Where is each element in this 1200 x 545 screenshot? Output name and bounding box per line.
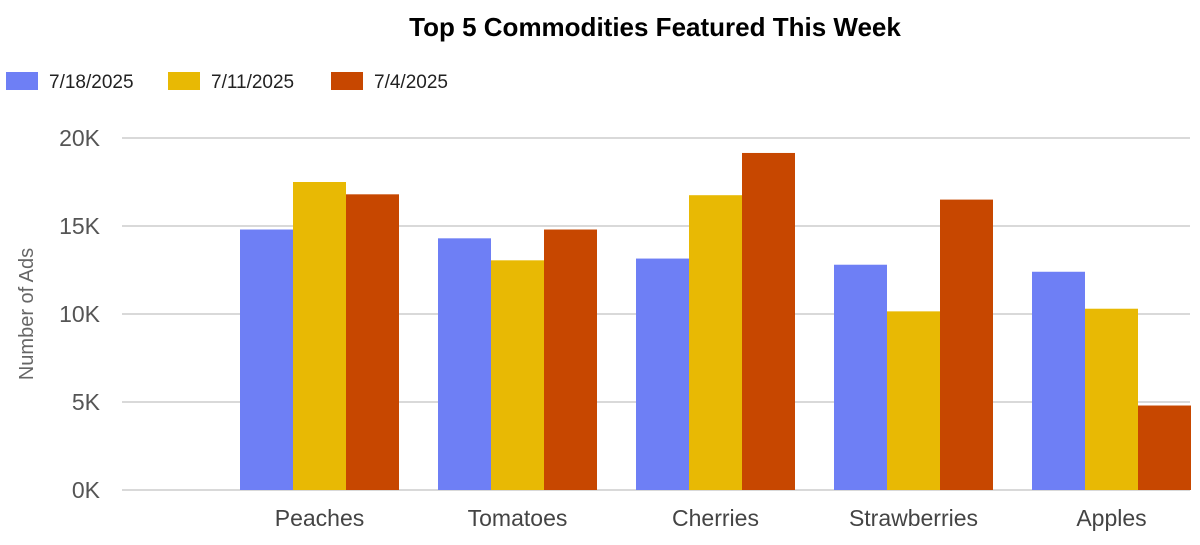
bar-cherries-2 xyxy=(742,152,795,490)
bar-peaches-1 xyxy=(293,182,346,490)
bar-tomatoes-0 xyxy=(438,238,491,490)
bar-peaches-0 xyxy=(240,229,293,490)
bar-strawberries-2 xyxy=(940,199,993,490)
bar-peaches-2 xyxy=(346,194,399,490)
x-category-label: Cherries xyxy=(672,505,759,531)
bar-strawberries-1 xyxy=(887,311,940,490)
y-tick-label: 5K xyxy=(72,389,101,415)
bar-cherries-1 xyxy=(689,195,742,490)
x-category-label: Apples xyxy=(1076,505,1146,531)
legend-label: 7/11/2025 xyxy=(211,72,294,93)
bar-apples-0 xyxy=(1032,271,1085,490)
legend-swatch xyxy=(168,72,200,90)
y-axis-title: Number of Ads xyxy=(16,248,38,380)
y-axis-ticks: 0K 5K 10K 15K 20K xyxy=(59,125,101,503)
x-category-label: Peaches xyxy=(275,505,365,531)
chart-title: Top 5 Commodities Featured This Week xyxy=(409,12,901,42)
bar-strawberries-0 xyxy=(834,264,887,490)
legend: 7/18/2025 7/11/2025 7/4/2025 xyxy=(6,72,448,93)
y-tick-label: 20K xyxy=(59,125,101,151)
legend-label: 7/4/2025 xyxy=(374,72,448,93)
bars xyxy=(240,152,1191,490)
bar-tomatoes-1 xyxy=(491,260,544,490)
y-tick-label: 10K xyxy=(59,301,101,327)
bar-cherries-0 xyxy=(636,258,689,490)
x-category-label: Tomatoes xyxy=(468,505,568,531)
x-category-label: Strawberries xyxy=(849,505,978,531)
y-tick-label: 0K xyxy=(72,477,101,503)
legend-label: 7/18/2025 xyxy=(49,72,134,93)
bar-tomatoes-2 xyxy=(544,229,597,490)
bar-apples-1 xyxy=(1085,308,1138,490)
legend-swatch xyxy=(331,72,363,90)
y-tick-label: 15K xyxy=(59,213,101,239)
bar-apples-2 xyxy=(1138,405,1191,490)
x-axis-categories: Peaches Tomatoes Cherries Strawberries Apple… xyxy=(275,505,1147,531)
legend-swatch xyxy=(6,72,38,90)
